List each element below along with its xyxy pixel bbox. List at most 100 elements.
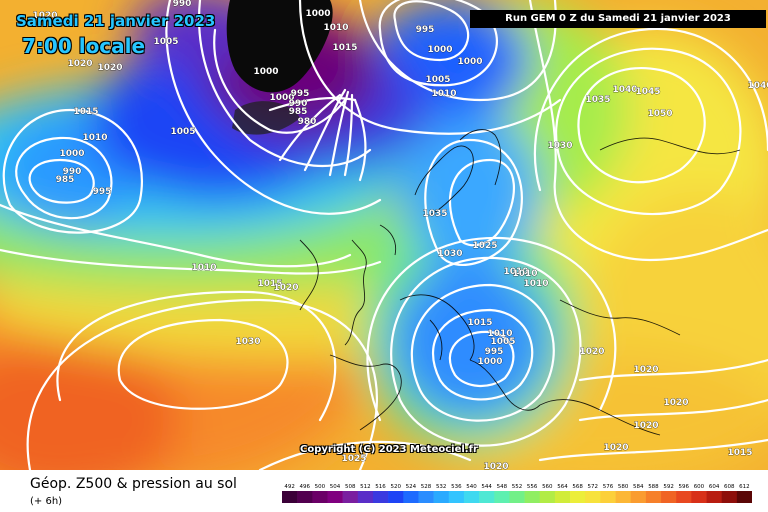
forecast-time: 7:00 locale — [22, 34, 146, 58]
scale-label: 592 — [663, 484, 674, 490]
isobar-label: 1010 — [431, 89, 456, 99]
scale-label: 536 — [451, 484, 462, 490]
isobar-label: 1000 — [305, 9, 330, 19]
geopotential-field — [0, 0, 768, 470]
isobar-label: 1000 — [457, 57, 482, 67]
scale-label: 584 — [633, 484, 644, 490]
scale-label: 520 — [390, 484, 401, 490]
scale-label: 508 — [345, 484, 356, 490]
scale-swatch — [342, 491, 359, 503]
scale-label: 524 — [406, 484, 417, 490]
isobar-label: 1020 — [97, 63, 122, 73]
scale-label: 588 — [648, 484, 659, 490]
isobar-label: 1035 — [422, 209, 447, 219]
scale-label: 612 — [739, 484, 750, 490]
isobar-label: 980 — [298, 117, 317, 127]
scale-swatch — [585, 491, 601, 503]
isobar-label: 1030 — [235, 337, 260, 347]
isobar-label: 995 — [485, 347, 504, 357]
isobar-label: 1025 — [341, 454, 366, 464]
isobar-label: 1045 — [635, 87, 660, 97]
isobar-label: 1005 — [490, 337, 515, 347]
scale-label: 572 — [588, 484, 599, 490]
coastlines — [299, 129, 741, 436]
scale-label: 568 — [572, 484, 583, 490]
scale-swatch — [463, 491, 480, 503]
isobar-lines — [0, 0, 768, 470]
scale-label: 544 — [481, 484, 492, 490]
isobar-label: 1020 — [579, 347, 604, 357]
isobar-label: 1020 — [273, 283, 298, 293]
scale-label: 504 — [330, 484, 341, 490]
scale-labels: 492 496 500 504 508 512 516 520 524 528 532 536 540 5… — [284, 484, 749, 490]
chart-subtitle: (+ 6h) — [30, 496, 63, 507]
isobar-label: 1005 — [153, 37, 178, 47]
isobar-label: 1005 — [425, 75, 450, 85]
scale-swatch — [448, 491, 465, 503]
isobar-label: 1020 — [633, 365, 658, 375]
scale-swatch — [691, 491, 707, 503]
scale-label: 516 — [375, 484, 386, 490]
scale-label: 580 — [618, 484, 629, 490]
scale-swatch — [676, 491, 692, 503]
scale-swatch — [600, 491, 616, 503]
isobar-label: 995 — [291, 89, 310, 99]
scale-label: 540 — [466, 484, 477, 490]
isobar-label: 1000 — [253, 67, 278, 77]
isobar-label: 1020 — [32, 11, 57, 21]
isobar-label: 990 — [63, 167, 82, 177]
scale-swatch — [615, 491, 632, 503]
isobar-label: 1015 — [257, 279, 282, 289]
scale-label: 600 — [694, 484, 705, 490]
scale-label: 576 — [603, 484, 614, 490]
scale-swatch — [509, 491, 525, 503]
isobar-label: 1010 — [512, 269, 537, 279]
scale-swatch — [433, 491, 450, 503]
scale-label: 528 — [421, 484, 432, 490]
scale-swatch — [736, 491, 752, 503]
scale-label: 548 — [497, 484, 508, 490]
scale-swatch — [297, 491, 313, 503]
scale-label: 564 — [557, 484, 568, 490]
run-info-banner: Run GEM 0 Z du Samedi 21 janvier 2023 — [470, 10, 766, 28]
isobar-label: 1020 — [663, 398, 688, 408]
scale-swatch — [372, 491, 389, 503]
scale-label: 604 — [709, 484, 720, 490]
scale-swatch — [661, 491, 677, 503]
isobar-labels: 1020100599010001010101599510001000100510… — [32, 0, 768, 470]
scale-swatch — [418, 491, 434, 503]
isobar-label: 1020 — [483, 462, 508, 470]
scale-label: 560 — [542, 484, 553, 490]
scale-label: 608 — [724, 484, 735, 490]
isobar-label: 1010 — [82, 133, 107, 143]
isobar-label: 1040 — [747, 81, 768, 91]
scale-swatch — [282, 491, 298, 503]
isobar-label: 1005 — [170, 127, 195, 137]
scale-swatch — [388, 491, 404, 503]
scale-swatch — [312, 491, 328, 503]
scale-label: 496 — [299, 484, 310, 490]
isobar-label: 1015 — [467, 318, 492, 328]
color-scale-legend: 492 496 500 504 508 512 516 520 524 528 532 536 540 5… — [282, 484, 752, 503]
isobar-label: 1050 — [647, 109, 672, 119]
isobar-label: 1000 — [477, 357, 502, 367]
pressure-map: 1020100599010001010101599510001000100510… — [0, 0, 768, 470]
isobar-label: 1015 — [73, 107, 98, 117]
scale-swatch — [721, 491, 738, 503]
scale-label: 512 — [360, 484, 371, 490]
isobar-label: 990 — [173, 0, 192, 9]
scale-swatch — [524, 491, 541, 503]
isobar-label: 1010 — [523, 279, 548, 289]
isobar-label: 995 — [93, 187, 112, 197]
isobar-label: 1030 — [547, 141, 572, 151]
scale-swatch — [403, 491, 419, 503]
isobar-label: 1015 — [727, 448, 752, 458]
isobar-label: 1035 — [585, 95, 610, 105]
scale-label: 556 — [527, 484, 538, 490]
scale-swatches — [282, 491, 752, 503]
scale-swatch — [645, 491, 662, 503]
isobar-label: 1015 — [332, 43, 357, 53]
scale-label: 500 — [315, 484, 326, 490]
scale-swatch — [357, 491, 374, 503]
